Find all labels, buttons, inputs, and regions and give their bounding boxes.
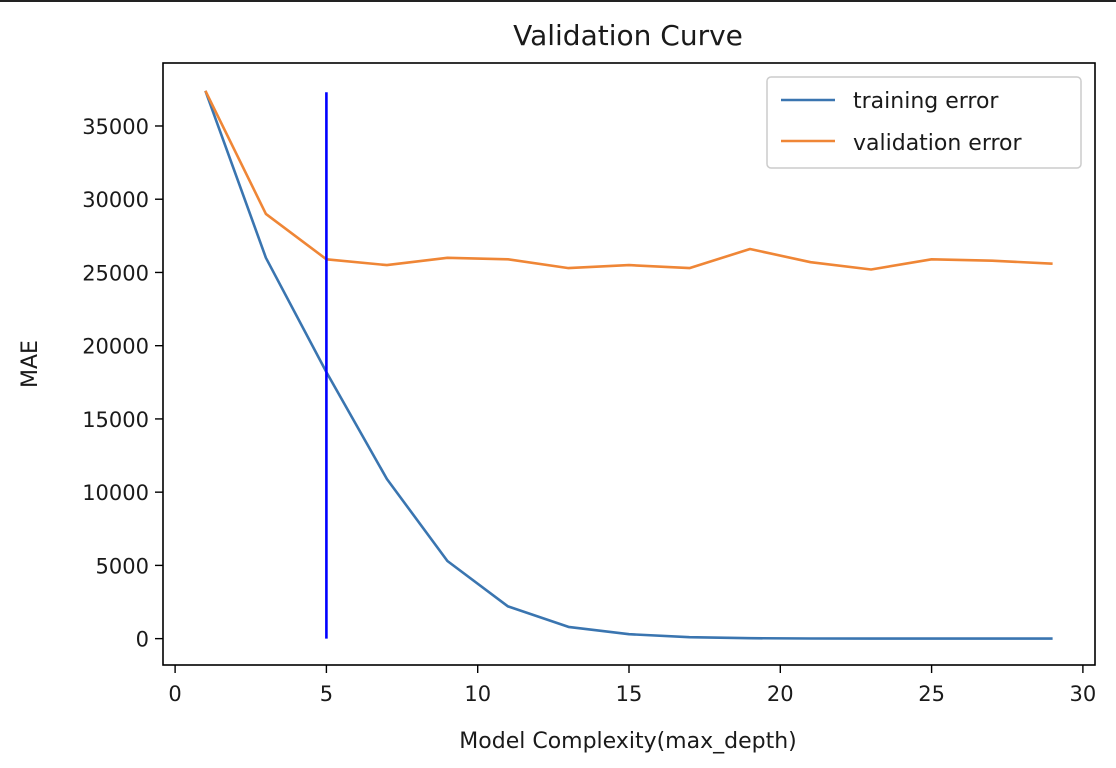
x-tick-label: 0 — [168, 682, 181, 706]
x-axis: 0 5 10 15 20 25 30 — [168, 665, 1096, 706]
x-tick-label: 15 — [616, 682, 643, 706]
x-tick-label: 25 — [918, 682, 945, 706]
chart-title: Validation Curve — [513, 19, 743, 52]
y-axis: 0 5000 10000 15000 20000 25000 30000 35000 — [82, 115, 163, 652]
x-tick-label: 30 — [1070, 682, 1097, 706]
y-tick-label: 30000 — [82, 188, 149, 212]
y-axis-label: MAE — [18, 340, 43, 388]
legend: training error validation error — [766, 76, 1082, 169]
y-tick-label: 15000 — [82, 408, 149, 432]
y-tick-label: 20000 — [82, 335, 149, 359]
y-tick-label: 25000 — [82, 261, 149, 285]
y-tick-label: 5000 — [96, 554, 149, 578]
x-tick-label: 10 — [464, 682, 491, 706]
x-axis-label: Model Complexity(max_depth) — [459, 729, 796, 754]
y-tick-label: 35000 — [82, 115, 149, 139]
series-line-training-error — [204, 90, 1053, 640]
series-line-validation-error — [204, 90, 1053, 271]
x-tick-label: 5 — [320, 682, 333, 706]
legend-label-validation-error: validation error — [853, 131, 1023, 156]
window-top-border — [0, 0, 1116, 2]
x-tick-label: 20 — [767, 682, 794, 706]
plot-area — [204, 90, 1053, 640]
y-tick-label: 10000 — [82, 481, 149, 505]
legend-box — [766, 76, 1082, 169]
legend-label-training-error: training error — [853, 89, 999, 114]
y-tick-label: 0 — [136, 628, 149, 652]
